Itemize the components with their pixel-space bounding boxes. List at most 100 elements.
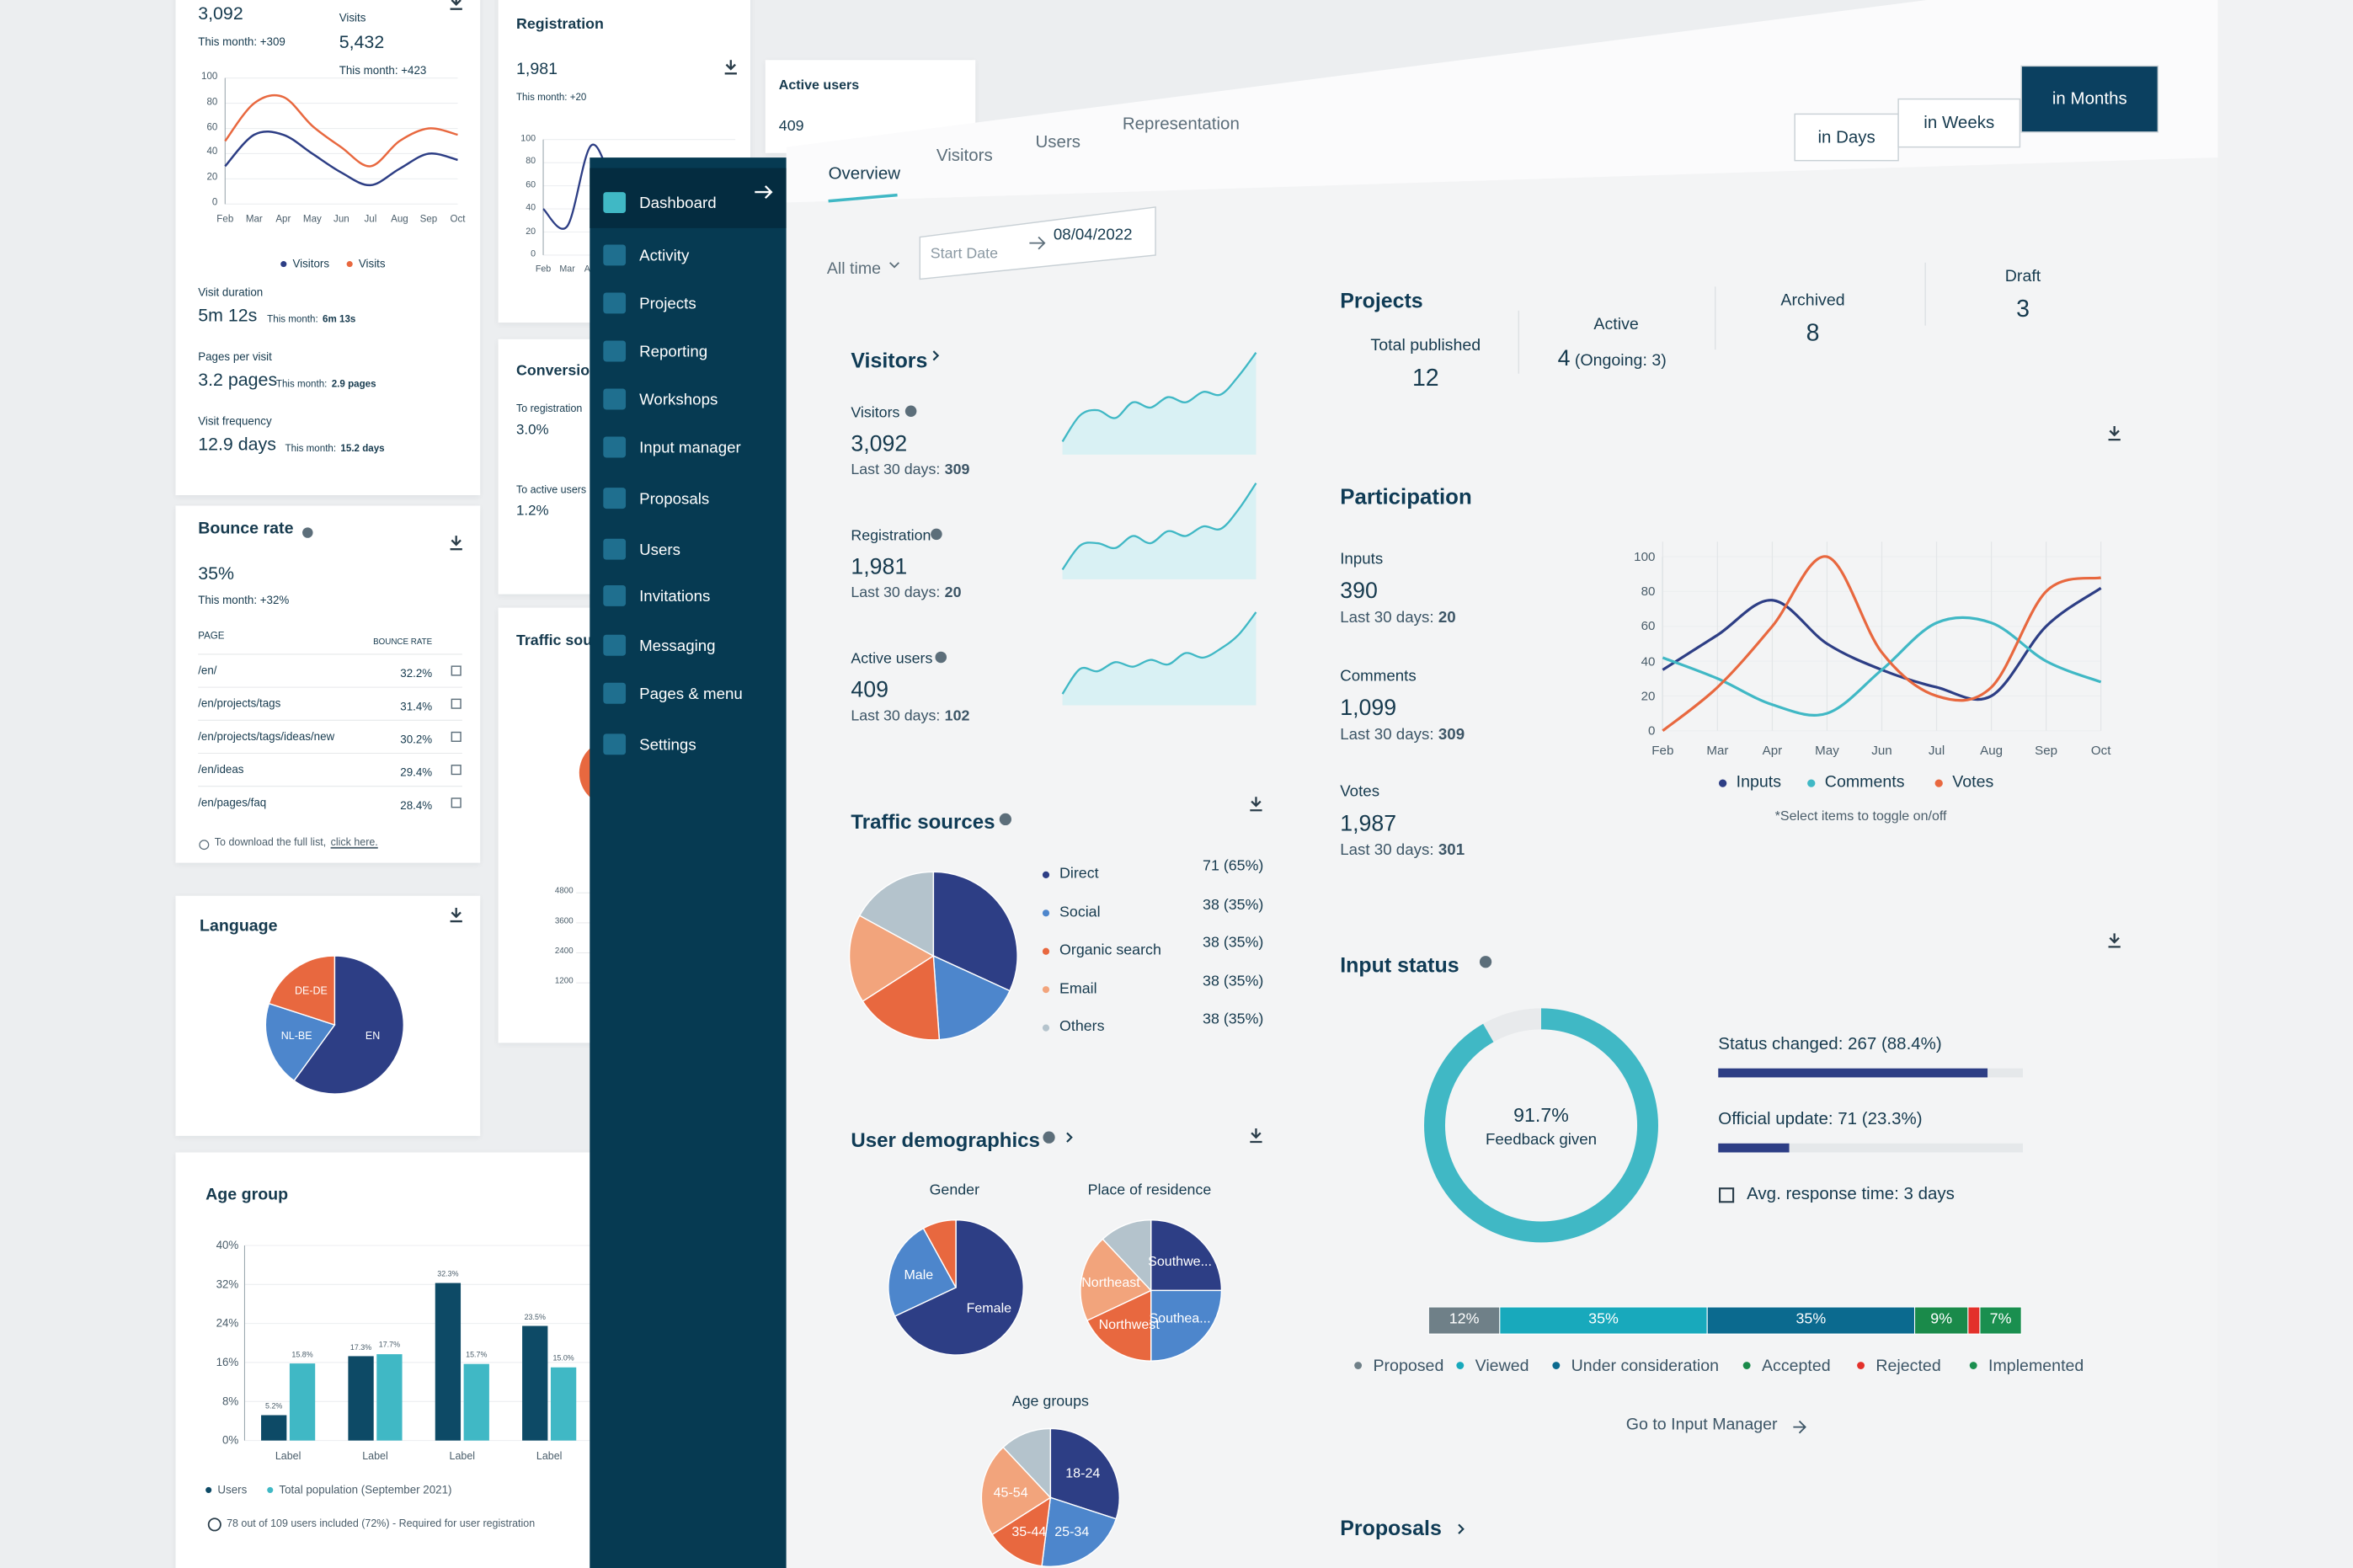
label: Registration (515, 16, 604, 34)
label: 5,432 (339, 31, 385, 53)
card (498, 339, 604, 595)
label: Visitors (851, 348, 928, 372)
label-part[interactable]: click here. (330, 838, 378, 849)
y-tick-label: 20 (1641, 688, 1656, 703)
nav-item[interactable]: Projects (639, 295, 696, 313)
nav-icon (603, 292, 627, 314)
pie-slice (264, 1002, 336, 1082)
label: Age group (205, 1186, 289, 1204)
info-icon (999, 813, 1012, 826)
legend-label: Rejected (1875, 1357, 1941, 1376)
footer: To download the full list, click here. (215, 838, 378, 848)
download-icon[interactable] (724, 60, 737, 75)
label: To active users (515, 485, 587, 496)
download-icon[interactable] (1250, 1128, 1262, 1144)
sparkline-area (1062, 612, 1257, 706)
pie-slice (1102, 1219, 1152, 1293)
nav-item[interactable]: Messaging (639, 637, 716, 656)
pie-slice (1002, 1427, 1052, 1500)
legend-value: 38 (35%) (1203, 1011, 1264, 1028)
stat-value: 12 (1411, 365, 1439, 392)
label: Participation (1340, 485, 1472, 510)
label: Visit frequency (198, 414, 272, 429)
nav-item[interactable]: Proposals (639, 490, 710, 509)
download-icon[interactable] (450, 0, 462, 10)
legend-label: Social (1059, 904, 1101, 921)
legend-dot (1042, 871, 1050, 878)
legend-dot (346, 261, 353, 268)
y-tick-label: 0 (211, 197, 218, 209)
download-icon[interactable] (1250, 797, 1262, 812)
legend-dot (1042, 909, 1050, 917)
period-option[interactable]: in Days (1817, 128, 1875, 147)
nav-item[interactable]: Reporting (639, 343, 708, 361)
tab[interactable]: Users (1035, 134, 1081, 152)
tab[interactable]: Overview (828, 165, 901, 184)
bar (289, 1363, 316, 1441)
x-tick-label: Sep (2035, 741, 2058, 757)
legend-label[interactable]: Inputs (1736, 773, 1782, 792)
y-tick-label: 0 (531, 250, 536, 260)
stat-value: 4 (Ongoing: 3) (1558, 348, 1667, 371)
bar (463, 1363, 489, 1441)
pie-slice (1150, 1289, 1223, 1362)
user-icon (207, 1517, 221, 1532)
bar (261, 1415, 287, 1441)
label: This month: +309 (198, 35, 285, 49)
tab[interactable]: Representation (1122, 115, 1240, 135)
nav-item[interactable]: Activity (639, 247, 690, 265)
label: Official update: 71 (23.3%) (1718, 1111, 1923, 1129)
slice-label: 25-34 (1054, 1523, 1090, 1539)
label-part: 309 (944, 461, 970, 479)
table-cell: /en/projects/tags (198, 696, 281, 711)
nav-item[interactable]: Invitations (639, 588, 711, 606)
label: This month: 2.9 pages (276, 380, 376, 391)
slice-label: NL-BE (280, 1032, 312, 1043)
nav-item[interactable]: Input manager (639, 439, 741, 458)
download-icon[interactable] (450, 536, 462, 551)
pie-slice (293, 955, 405, 1095)
status-segment (1427, 1306, 1501, 1335)
y-tick-label: 100 (1634, 548, 1656, 564)
legend-dot (1742, 1362, 1751, 1369)
bar (376, 1354, 403, 1441)
period-option[interactable]: in Weeks (1923, 114, 1995, 133)
date-end: 08/04/2022 (1053, 226, 1133, 245)
label: Comments (1340, 666, 1417, 685)
legend-label[interactable]: Comments (1824, 773, 1905, 792)
table-cell: 30.2% (400, 733, 433, 747)
tab[interactable]: Visitors (936, 147, 993, 166)
table-cell: /en/pages/faq (198, 795, 267, 809)
download-icon[interactable] (450, 908, 462, 923)
y-tick-label: 20 (526, 227, 536, 237)
label-part: Last 30 days: (1340, 609, 1434, 627)
nav-item[interactable]: Settings (639, 736, 696, 755)
y-tick-label: 80 (206, 97, 218, 108)
label: Visits (339, 10, 366, 24)
nav-icon (603, 388, 627, 410)
donut-label: Feedback given (1485, 1131, 1598, 1149)
legend-value: 71 (65%) (1203, 858, 1264, 875)
period-option[interactable]: in Months (2052, 90, 2127, 109)
pie-slice (1080, 1238, 1152, 1322)
download-icon[interactable] (2108, 933, 2121, 948)
card (498, 607, 604, 1043)
nav-item[interactable]: Users (639, 541, 680, 560)
bar-value-label: 15.7% (466, 1351, 488, 1361)
link[interactable]: Go to Input Manager (1625, 1416, 1778, 1434)
label-part: This month: (285, 443, 337, 455)
segment-label: 9% (1930, 1311, 1953, 1328)
nav-item[interactable]: Dashboard (639, 195, 717, 213)
slice-label: Southea... (1149, 1310, 1211, 1326)
date-range-select[interactable]: All time (826, 260, 882, 279)
label: 1,987 (1340, 811, 1397, 837)
download-icon[interactable] (2108, 426, 2121, 441)
label: Input status (1340, 952, 1459, 978)
pie-slice (1041, 1496, 1118, 1567)
link-arrow (1793, 1420, 1806, 1434)
legend-label[interactable]: Votes (1952, 773, 1994, 792)
nav-icon (603, 488, 627, 509)
legend-label: Total population (September 2021) (279, 1482, 452, 1496)
nav-item[interactable]: Workshops (639, 391, 718, 410)
nav-item[interactable]: Pages & menu (639, 685, 743, 704)
